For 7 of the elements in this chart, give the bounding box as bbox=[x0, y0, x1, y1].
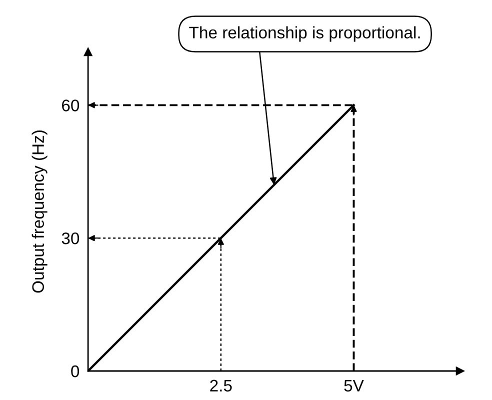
y-tick-label: 60 bbox=[62, 100, 80, 112]
y-axis-title: Output frequency (Hz) bbox=[32, 130, 48, 293]
annotation: The relationship is proportional. bbox=[189, 26, 420, 42]
y-tick-label: 0 bbox=[71, 365, 80, 378]
x-tick-label: 5V bbox=[344, 380, 364, 392]
y-tick-label: 30 bbox=[62, 232, 80, 244]
x-tick-label: 2.5 bbox=[210, 380, 232, 392]
